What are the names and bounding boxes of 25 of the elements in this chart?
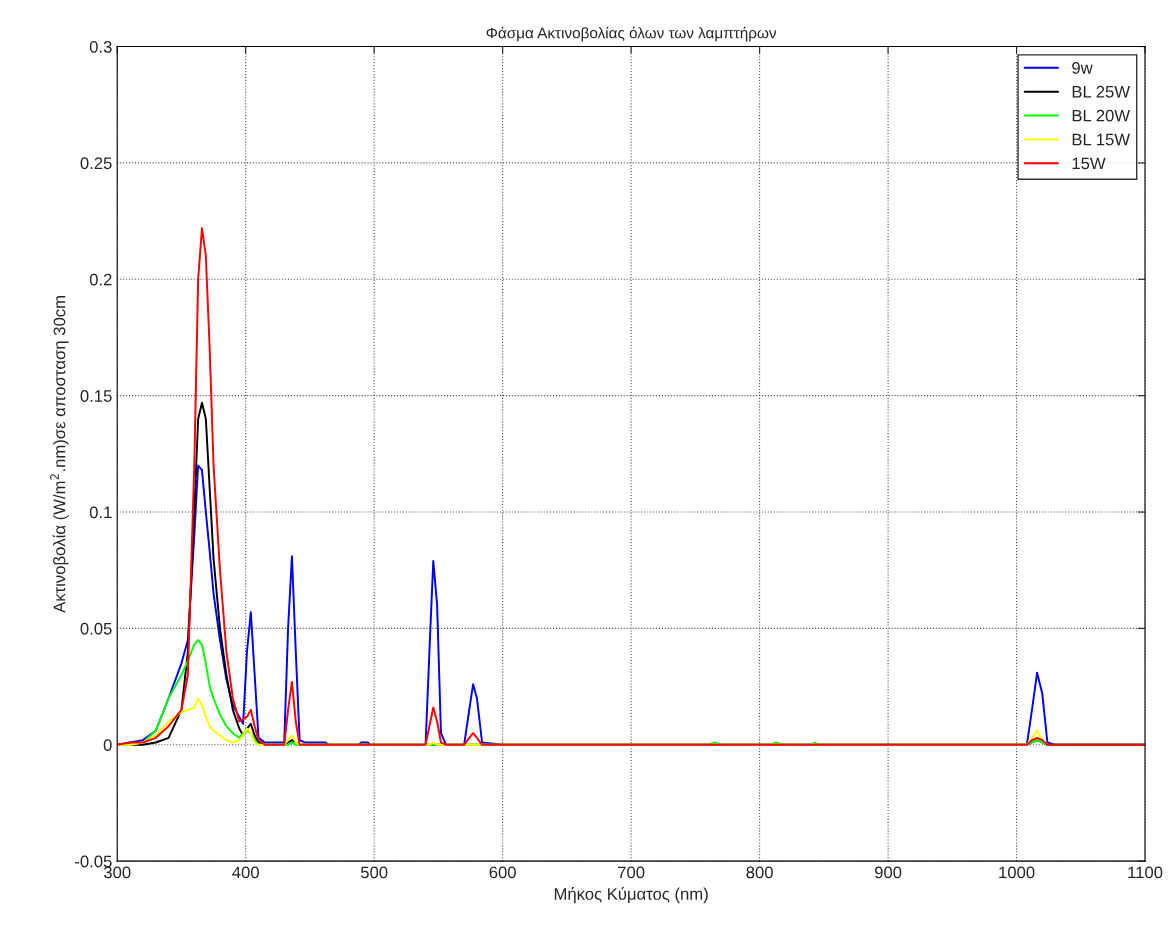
y-tick-label: -0.05 <box>75 855 112 868</box>
legend-label: BL 15W <box>1072 133 1130 146</box>
x-tick-label: 900 <box>874 866 902 879</box>
y-tick-label: 0.15 <box>80 390 112 402</box>
y-tick-label: 0.2 <box>89 273 112 286</box>
y-axis-title: Ακτινοβολία (W/m$^{2}$.nm)σε αποσταση 30cm <box>50 296 69 613</box>
x-tick-label: 700 <box>618 866 645 879</box>
chart-title: Φάσμα Ακτινοβολίας όλων των λαμπτήρων <box>486 26 776 42</box>
y-tick-label: 0.1 <box>89 506 112 519</box>
x-tick-label: 400 <box>232 866 259 879</box>
y-tick-label: 0.3 <box>89 40 112 53</box>
x-tick-label: 1000 <box>999 866 1035 879</box>
x-axis-title: Μήκος Κύματος (nm) <box>554 887 708 904</box>
y-tick-label: 0 <box>103 739 112 751</box>
legend-label: BL 25W <box>1072 85 1130 98</box>
legend-label: 9w <box>1072 61 1093 74</box>
x-tick-label: 300 <box>103 866 131 879</box>
legend-label: BL 20W <box>1072 109 1130 122</box>
x-tick-label: 600 <box>489 866 516 879</box>
x-tick-label: 1100 <box>1128 866 1163 879</box>
y-tick-label: 0.25 <box>80 157 112 170</box>
x-tick-label: 500 <box>360 866 388 879</box>
x-tick-label: 800 <box>746 866 773 879</box>
y-tick-label: 0.05 <box>80 622 112 635</box>
legend-label: 15W <box>1072 157 1106 170</box>
